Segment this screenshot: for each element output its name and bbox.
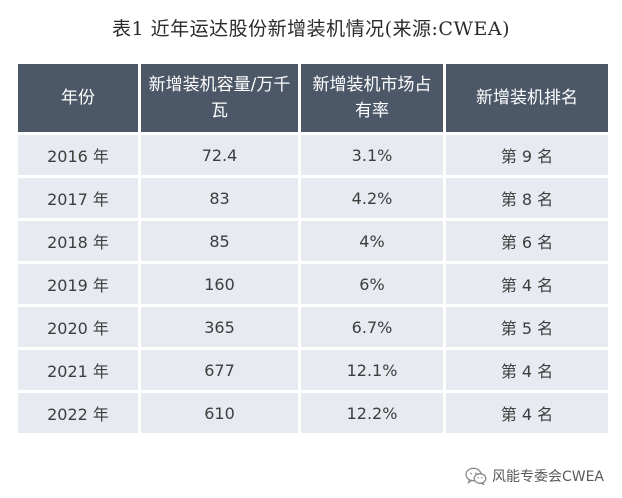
table-row: 2017 年 83 4.2% 第 8 名 <box>18 178 608 218</box>
cell-market-share: 4.2% <box>301 178 443 218</box>
cell-capacity: 610 <box>141 393 298 433</box>
data-table: 年份 新增装机容量/万千瓦 新增装机市场占有率 新增装机排名 2016 年 72… <box>15 61 611 436</box>
wechat-icon <box>465 467 487 486</box>
header-year: 年份 <box>18 64 138 132</box>
cell-year: 2020 年 <box>18 307 138 347</box>
cell-rank: 第 8 名 <box>446 178 608 218</box>
cell-rank: 第 4 名 <box>446 264 608 304</box>
table-row: 2022 年 610 12.2% 第 4 名 <box>18 393 608 433</box>
cell-year: 2019 年 <box>18 264 138 304</box>
table-row: 2019 年 160 6% 第 4 名 <box>18 264 608 304</box>
cell-year: 2016 年 <box>18 135 138 175</box>
cell-capacity: 365 <box>141 307 298 347</box>
table-title: 表1 近年运达股份新增装机情况(来源:CWEA) <box>111 18 510 40</box>
cell-capacity: 72.4 <box>141 135 298 175</box>
header-market-share: 新增装机市场占有率 <box>301 64 443 132</box>
cell-rank: 第 6 名 <box>446 221 608 261</box>
cell-year: 2022 年 <box>18 393 138 433</box>
cell-market-share: 6% <box>301 264 443 304</box>
cell-rank: 第 4 名 <box>446 350 608 390</box>
cell-year: 2018 年 <box>18 221 138 261</box>
cell-capacity: 85 <box>141 221 298 261</box>
table-row: 2021 年 677 12.1% 第 4 名 <box>18 350 608 390</box>
cell-rank: 第 5 名 <box>446 307 608 347</box>
cell-market-share: 12.1% <box>301 350 443 390</box>
header-row: 年份 新增装机容量/万千瓦 新增装机市场占有率 新增装机排名 <box>18 64 608 132</box>
cell-rank: 第 4 名 <box>446 393 608 433</box>
cell-capacity: 83 <box>141 178 298 218</box>
header-capacity: 新增装机容量/万千瓦 <box>141 64 298 132</box>
cell-capacity: 160 <box>141 264 298 304</box>
cell-market-share: 3.1% <box>301 135 443 175</box>
cell-market-share: 4% <box>301 221 443 261</box>
watermark: 风能专委会CWEA <box>465 466 604 486</box>
table-row: 2018 年 85 4% 第 6 名 <box>18 221 608 261</box>
watermark-text: 风能专委会CWEA <box>491 469 604 485</box>
table-row: 2016 年 72.4 3.1% 第 9 名 <box>18 135 608 175</box>
cell-market-share: 12.2% <box>301 393 443 433</box>
header-rank: 新增装机排名 <box>446 64 608 132</box>
table-row: 2020 年 365 6.7% 第 5 名 <box>18 307 608 347</box>
cell-year: 2021 年 <box>18 350 138 390</box>
cell-market-share: 6.7% <box>301 307 443 347</box>
cell-rank: 第 9 名 <box>446 135 608 175</box>
cell-year: 2017 年 <box>18 178 138 218</box>
cell-capacity: 677 <box>141 350 298 390</box>
